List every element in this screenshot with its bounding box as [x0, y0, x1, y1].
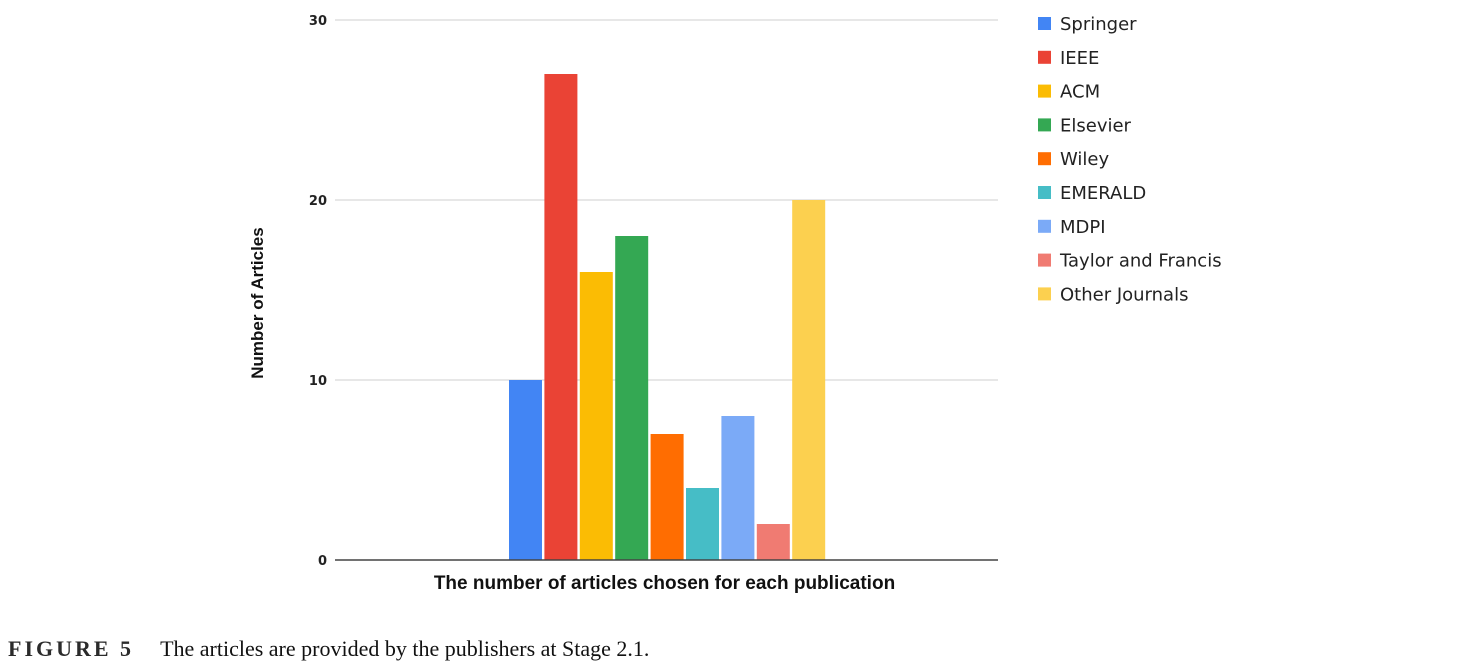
legend: Springer IEEE ACM Elsevier Wiley EMERALD MDPI T… — [1038, 14, 1222, 305]
legend-label: Other Journals — [1060, 284, 1188, 305]
y-tick-label: 20 — [309, 194, 327, 209]
figure-caption: FIGURE 5 The articles are provided by the… — [8, 636, 649, 662]
bar-wiley — [650, 434, 684, 560]
bar-ieee — [544, 74, 578, 560]
y-tick-label: 30 — [309, 14, 327, 29]
bars — [509, 74, 826, 560]
y-tick-labels: 0 10 20 30 — [309, 14, 327, 569]
legend-label: Springer — [1060, 14, 1137, 35]
legend-label: IEEE — [1060, 48, 1099, 69]
y-tick-label: 0 — [318, 554, 327, 569]
bar-acm — [579, 272, 613, 560]
bar-elsevier — [615, 236, 649, 560]
y-axis-title: Number of Articles — [248, 227, 267, 378]
bar-chart: 0 10 20 30 Number of Articles The number of… — [248, 14, 1222, 594]
legend-swatch — [1038, 50, 1051, 64]
legend-label: ACM — [1060, 82, 1100, 103]
legend-label: Wiley — [1060, 149, 1109, 170]
legend-swatch — [1038, 253, 1051, 267]
gridlines — [335, 19, 998, 381]
legend-swatch — [1038, 118, 1051, 132]
figure-label: FIGURE 5 — [8, 636, 135, 661]
bar-other-journals — [792, 200, 826, 560]
legend-label: EMERALD — [1060, 183, 1146, 204]
legend-swatch — [1038, 186, 1051, 199]
legend-swatch — [1038, 219, 1051, 233]
x-axis-title: The number of articles chosen for each p… — [434, 573, 895, 594]
caption-text: The articles are provided by the publish… — [160, 636, 650, 661]
legend-swatch — [1038, 17, 1051, 30]
bar-mdpi — [721, 416, 755, 560]
bar-springer — [509, 380, 542, 560]
legend-swatch — [1038, 84, 1051, 98]
bar-taylor-and-francis — [756, 524, 790, 560]
legend-label: MDPI — [1060, 217, 1106, 238]
legend-swatch — [1038, 152, 1051, 166]
legend-label: Elsevier — [1060, 115, 1132, 136]
bar-emerald — [686, 488, 719, 560]
y-tick-label: 10 — [309, 374, 327, 389]
legend-label: Taylor and Francis — [1059, 251, 1222, 272]
legend-swatch — [1038, 287, 1051, 301]
